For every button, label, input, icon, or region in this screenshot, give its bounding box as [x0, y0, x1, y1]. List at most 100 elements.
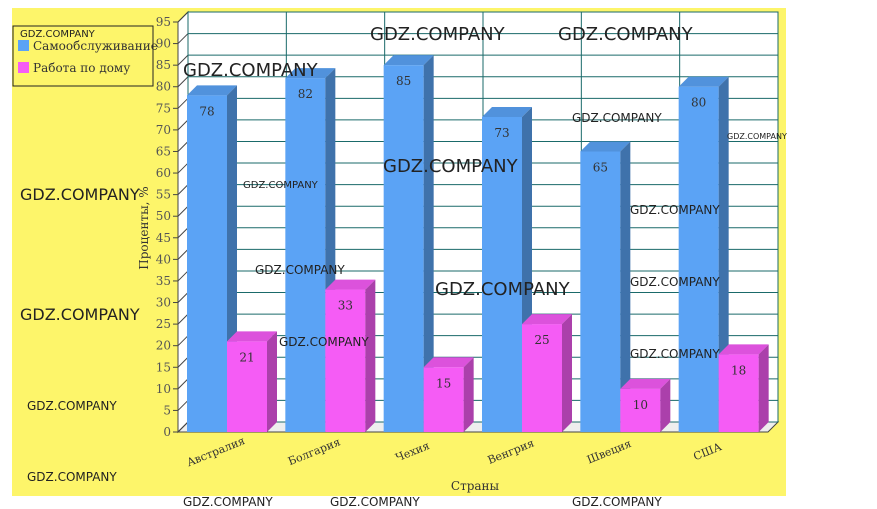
watermark: GDZ.COMPANY — [20, 29, 96, 40]
gridline-side — [177, 400, 189, 411]
y-tick-label: 50 — [156, 209, 171, 223]
watermark: GDZ.COMPANY — [20, 305, 140, 324]
y-tick-label: 40 — [156, 252, 171, 266]
legend — [12, 25, 154, 87]
y-tick-label: 70 — [156, 123, 171, 137]
watermark: GDZ.COMPANY — [558, 24, 694, 45]
gridline-side — [177, 249, 189, 260]
data-label: 33 — [338, 299, 353, 313]
watermark: GDZ.COMPANY — [727, 132, 787, 141]
gridline-side — [177, 292, 189, 303]
watermark: GDZ.COMPANY — [255, 263, 345, 277]
bar — [580, 151, 621, 432]
gridline-side — [177, 76, 189, 88]
bar-side — [267, 331, 277, 432]
bar — [383, 65, 424, 432]
y-tick-label: 25 — [156, 317, 171, 331]
gridline-side — [177, 378, 189, 390]
bar-top — [325, 279, 376, 290]
data-label: 10 — [633, 398, 648, 412]
y-tick-label: 45 — [156, 231, 171, 245]
bar-side — [365, 279, 376, 432]
bar — [620, 388, 661, 432]
bar-top — [285, 68, 336, 79]
gridline-side — [177, 356, 189, 368]
data-label: 82 — [298, 87, 313, 101]
gridline-side — [177, 335, 189, 347]
bar-top — [718, 344, 769, 355]
data-label: 21 — [239, 350, 254, 364]
data-label: 78 — [199, 104, 214, 118]
y-tick-label: 55 — [156, 188, 171, 202]
y-tick-label: 80 — [156, 80, 171, 94]
bar — [227, 341, 267, 432]
bar-top — [678, 76, 729, 87]
watermark: GDZ.COMPANY — [330, 495, 420, 509]
gridline-side — [177, 162, 189, 174]
bar-top — [620, 378, 671, 389]
watermark: GDZ.COMPANY — [630, 203, 720, 217]
gridline-side — [177, 11, 189, 23]
y-axis-title: Проценты, % — [137, 186, 151, 269]
bar — [718, 354, 759, 432]
y-tick-label: 85 — [156, 58, 171, 72]
bar-side — [423, 55, 434, 432]
watermark: GDZ.COMPANY — [630, 347, 720, 361]
watermark: GDZ.COMPANY — [20, 185, 140, 204]
y-tick-label: 10 — [156, 382, 171, 396]
y-tick-label: 60 — [156, 166, 171, 180]
watermark: GDZ.COMPANY — [572, 495, 662, 509]
data-label: 80 — [691, 96, 706, 110]
legend-swatch — [18, 62, 29, 73]
y-tick-label: 30 — [156, 296, 171, 310]
watermark: GDZ.COMPANY — [383, 156, 519, 177]
x-tick-label: Чехия — [394, 439, 432, 464]
legend-swatch — [18, 40, 29, 51]
bar — [325, 289, 366, 432]
watermark: GDZ.COMPANY — [279, 335, 369, 349]
gridline-side — [177, 421, 189, 433]
data-label: 15 — [436, 376, 451, 390]
bar-side — [718, 76, 729, 432]
bar-top — [187, 85, 237, 96]
data-label: 85 — [396, 74, 411, 88]
gridline-side — [177, 54, 189, 66]
gridline-side — [177, 141, 189, 152]
bar — [285, 78, 326, 433]
y-tick-label: 0 — [163, 425, 171, 439]
data-label: 73 — [494, 126, 509, 140]
y-tick-label: 35 — [156, 274, 171, 288]
y-tick-label: 65 — [156, 144, 171, 158]
bar-side — [463, 357, 474, 432]
x-tick-label: США — [691, 440, 724, 463]
x-tick-label: Венгрия — [486, 437, 536, 467]
watermark: GDZ.COMPANY — [243, 180, 319, 191]
y-tick-label: 75 — [156, 101, 171, 115]
bar-top — [227, 331, 277, 342]
y-tick-label: 20 — [156, 339, 171, 353]
y-tick-label: 95 — [156, 15, 171, 29]
watermark: GDZ.COMPANY — [183, 60, 319, 81]
watermark: GDZ.COMPANY — [27, 399, 117, 413]
bar — [187, 95, 227, 433]
x-tick-label: Болгария — [286, 435, 342, 468]
watermark: GDZ.COMPANY — [572, 111, 662, 125]
x-axis-title: Страны — [451, 479, 500, 493]
gridline-side — [177, 313, 189, 325]
legend-label: Работа по дому — [33, 61, 130, 75]
bar-side — [562, 314, 572, 432]
bar-side — [660, 378, 671, 432]
bar — [678, 86, 719, 432]
gridline-side — [177, 227, 189, 239]
gridline-side — [177, 184, 189, 195]
legend-label: Самообслуживание — [33, 39, 158, 53]
bar-top — [522, 314, 572, 325]
y-tick-label: 15 — [156, 360, 171, 374]
bar-top — [482, 106, 532, 117]
bar — [482, 116, 522, 433]
x-tick-label: Австралия — [185, 434, 247, 469]
data-label: 65 — [593, 160, 608, 174]
bar — [522, 324, 562, 432]
y-tick-label: 5 — [163, 403, 171, 417]
